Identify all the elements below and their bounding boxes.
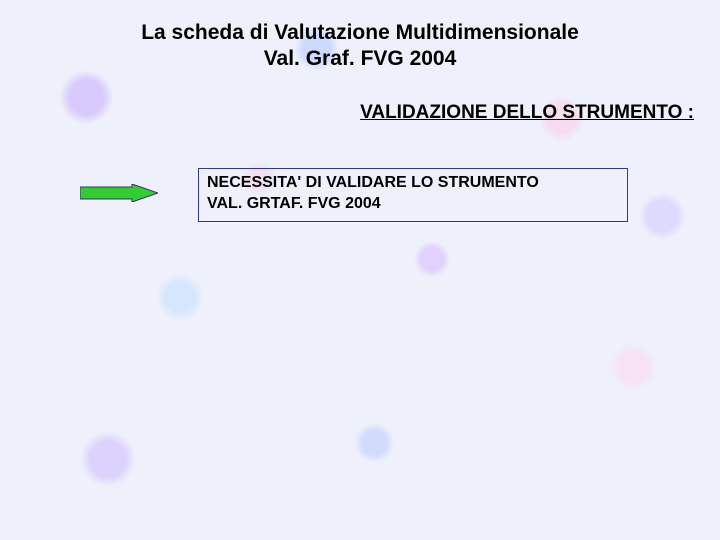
arrow-right-icon bbox=[80, 184, 158, 202]
title-line-1: La scheda di Valutazione Multidimensiona… bbox=[0, 20, 720, 46]
slide: La scheda di Valutazione Multidimensiona… bbox=[0, 0, 720, 540]
box-line-1: NECESSITA' DI VALIDARE LO STRUMENTO bbox=[207, 173, 619, 194]
slide-title: La scheda di Valutazione Multidimensiona… bbox=[0, 20, 720, 73]
callout-box: NECESSITA' DI VALIDARE LO STRUMENTO VAL.… bbox=[198, 168, 628, 222]
section-subheading: VALIDAZIONE DELLO STRUMENTO : bbox=[360, 102, 694, 124]
box-line-2: VAL. GRTAF. FVG 2004 bbox=[207, 194, 619, 215]
title-line-2: Val. Graf. FVG 2004 bbox=[0, 46, 720, 72]
